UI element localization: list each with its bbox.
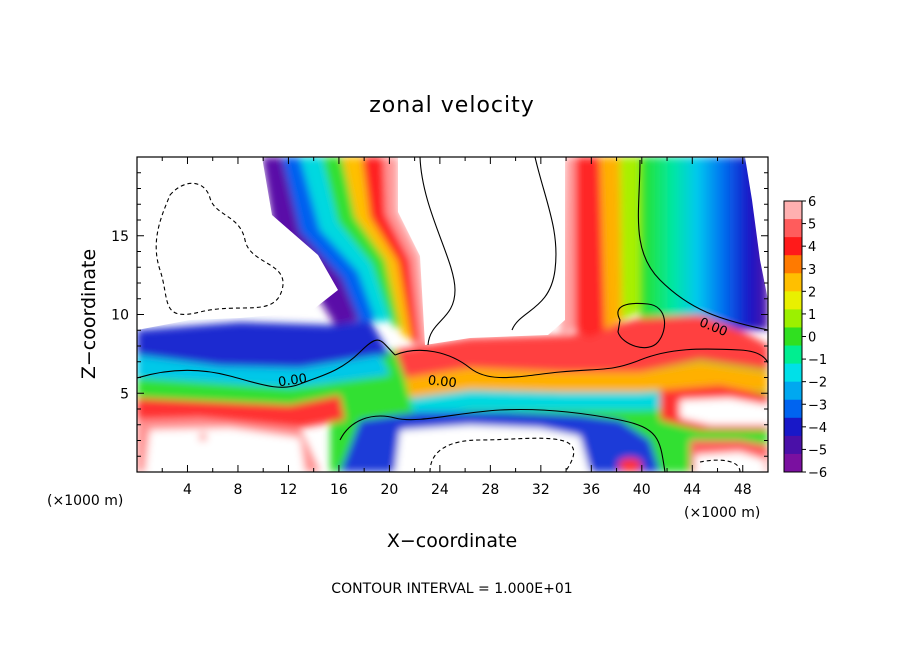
colorbar-swatch [784, 237, 802, 256]
colorbar-swatch [784, 381, 802, 401]
contour-interval-note: CONTOUR INTERVAL = 1.000E+01 [331, 581, 572, 597]
colorbar-swatch [784, 345, 802, 365]
y-tick-label: 5 [120, 386, 129, 402]
contour-label: 0.00 [277, 371, 308, 390]
colorbar-swatch [784, 291, 802, 310]
colorbar-swatch [784, 417, 802, 437]
colorbar-tick-label: −3 [808, 398, 827, 413]
contour-label: 0.00 [427, 373, 457, 391]
x-tick-label: 40 [633, 482, 651, 498]
colorbar-tick-label: −4 [808, 421, 827, 436]
x-tick-label: 16 [330, 482, 348, 498]
x-axis-label: X−coordinate [387, 530, 517, 552]
colorbar-tick-label: 5 [808, 218, 816, 233]
colorbar-swatch [784, 327, 802, 347]
colorbar-tick-label: −2 [808, 376, 827, 391]
colorbar-tick-label: 2 [808, 285, 816, 300]
colorbar-tick-label: −1 [808, 353, 827, 368]
colorbar-tick-label: −6 [808, 466, 827, 481]
x-tick-label: 28 [481, 482, 499, 498]
x-tick-label: 36 [582, 482, 600, 498]
y-axis: 5 10 15 [111, 172, 768, 457]
x-units-right: (×1000 m) [684, 505, 760, 521]
colorbar-tick-label: 0 [808, 331, 816, 346]
y-axis-label: Z−coordinate [78, 249, 100, 379]
colorbar-swatch [784, 201, 802, 220]
x-units-left: (×1000 m) [47, 493, 123, 509]
contour-lines [137, 157, 768, 472]
colorbar-swatch [784, 399, 802, 419]
colorbar: 6 5 4 3 2 1 0 −1 −2 −3 −4 −5 −6 [783, 195, 827, 481]
x-tick-label: 44 [683, 482, 701, 498]
x-tick-label: 32 [532, 482, 550, 498]
colorbar-tick-label: 1 [808, 308, 816, 323]
colorbar-swatch [784, 453, 802, 473]
x-tick-label: 8 [233, 482, 242, 498]
colorbar-swatch [784, 219, 802, 238]
x-tick-label: 12 [280, 482, 298, 498]
x-tick-label: 4 [183, 482, 192, 498]
y-tick-label: 10 [111, 308, 129, 324]
colorbar-tick-label: 6 [808, 195, 816, 210]
heatmap-field [137, 157, 768, 472]
chart-title: zonal velocity [369, 93, 535, 118]
x-axis: 4 8 12 16 20 24 28 32 36 40 44 48 [161, 157, 752, 498]
x-tick-label: 48 [734, 482, 752, 498]
colorbar-swatch [784, 309, 802, 328]
colorbar-swatch [784, 255, 802, 274]
y-tick-label: 15 [111, 229, 129, 245]
x-tick-label: 24 [431, 482, 449, 498]
colorbar-tick-label: 3 [808, 263, 816, 278]
x-tick-label: 20 [380, 482, 398, 498]
colorbar-swatch [784, 435, 802, 455]
colorbar-swatch [784, 273, 802, 292]
colorbar-swatch [784, 363, 802, 383]
colorbar-tick-label: 4 [808, 240, 816, 255]
colorbar-tick-label: −5 [808, 443, 827, 458]
